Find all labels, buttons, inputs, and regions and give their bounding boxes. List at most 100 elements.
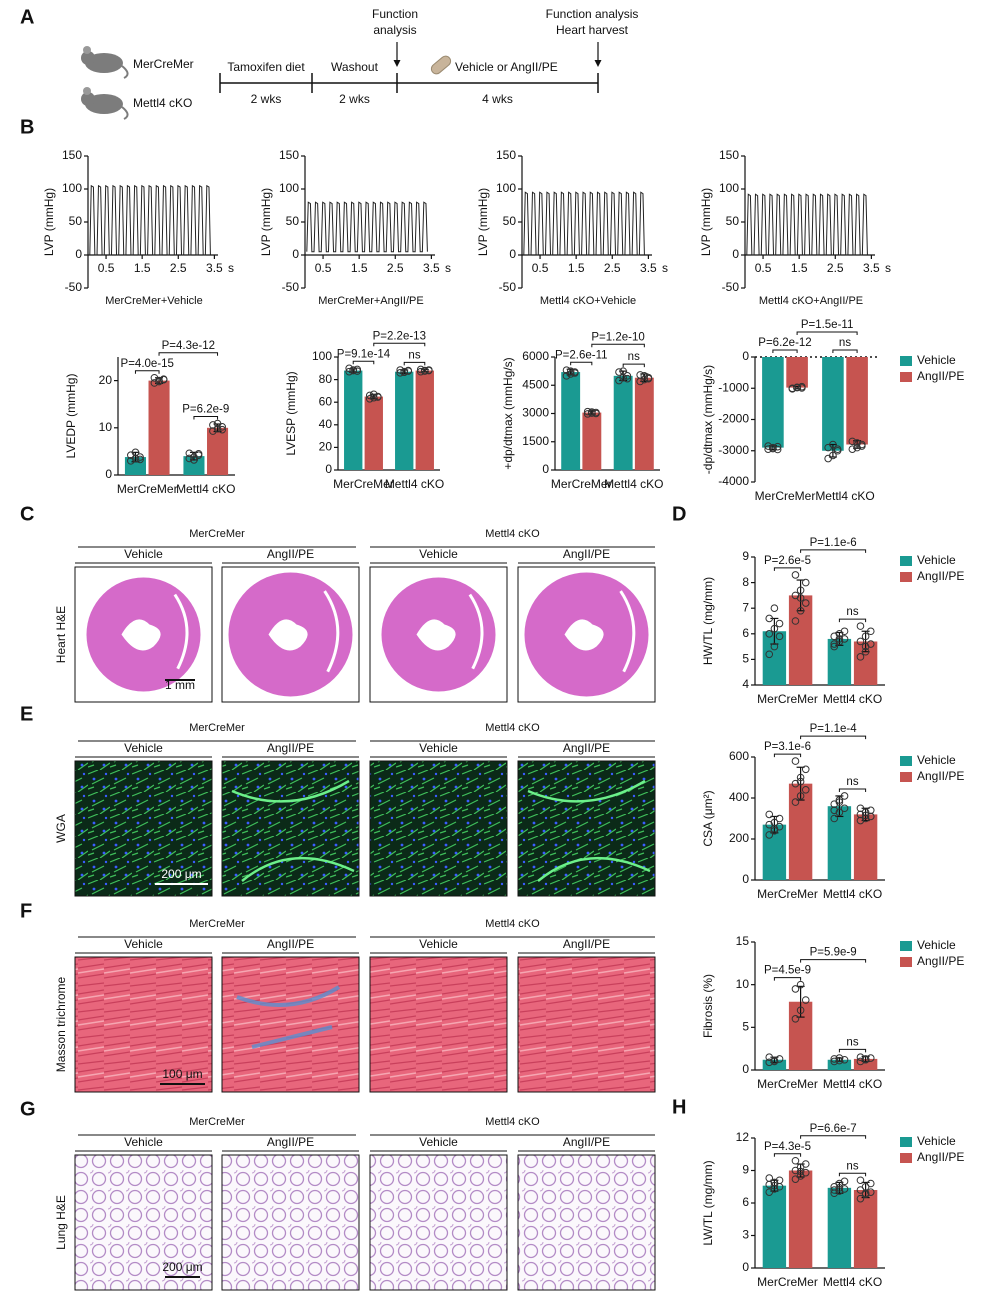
data-point xyxy=(791,798,800,806)
legend-swatch xyxy=(900,356,912,366)
data-point xyxy=(404,367,413,375)
data-point xyxy=(374,393,382,401)
pressure-trace xyxy=(306,201,428,253)
condition-label: Vehicle xyxy=(419,547,458,561)
ventricle-lumen xyxy=(416,619,456,651)
x-tick-label: 3.5 xyxy=(423,261,440,275)
legend-label: AngII/PE xyxy=(917,769,964,783)
arrow-head xyxy=(594,60,602,67)
data-point xyxy=(791,571,800,579)
x-tick-label: Mettl4 cKO xyxy=(823,692,882,706)
significance-bracket xyxy=(772,349,798,353)
x-tick-label: MerCreMer xyxy=(551,477,612,491)
y-tick-label: 150 xyxy=(62,148,82,162)
data-point xyxy=(190,456,198,464)
significance-bracket xyxy=(352,360,375,365)
condition-label: AngII/PE xyxy=(563,937,610,951)
significance-label: P=2.6e-11 xyxy=(555,349,608,361)
y-tick-label: 12 xyxy=(736,1130,750,1144)
ventricle-lumen xyxy=(564,619,604,651)
y-tick-label: 50 xyxy=(726,214,740,228)
significance-label: ns xyxy=(628,351,640,363)
data-point xyxy=(796,777,805,786)
data-point xyxy=(396,366,404,374)
significance-bracket xyxy=(193,416,219,420)
data-point xyxy=(159,375,168,384)
y-tick-label: -4000 xyxy=(718,474,749,488)
y-tick-label: 80 xyxy=(319,372,333,386)
bar xyxy=(853,641,878,685)
data-point xyxy=(131,448,140,457)
data-point xyxy=(150,379,159,387)
y-tick-label: 9 xyxy=(742,1163,749,1177)
condition-label: Vehicle xyxy=(124,741,163,755)
micrograph xyxy=(369,1154,508,1291)
panel-label: C xyxy=(20,503,34,525)
bar xyxy=(762,1185,787,1268)
phase-label: Washout xyxy=(331,60,379,74)
significance-label: ns xyxy=(846,776,858,788)
y-tick-label: 0 xyxy=(732,247,739,261)
significance-label: P=2.2e-13 xyxy=(373,330,426,342)
data-point xyxy=(791,985,800,993)
data-point xyxy=(796,606,805,615)
significance-label: P=6.2e-12 xyxy=(758,337,811,349)
significance-bracket xyxy=(158,352,219,356)
condition-label: AngII/PE xyxy=(267,1135,314,1149)
bar xyxy=(364,396,383,470)
y-tick-label: -2000 xyxy=(718,412,749,426)
data-point xyxy=(861,642,870,651)
data-point xyxy=(775,619,784,628)
trace-label: Mettl4 cKO+AngII/PE xyxy=(759,295,863,307)
data-point xyxy=(588,408,596,416)
y-tick-label: 7 xyxy=(742,600,749,614)
y-tick-label: 0 xyxy=(75,247,82,261)
y-tick-label: 150 xyxy=(719,148,739,162)
data-point xyxy=(835,808,844,817)
data-point xyxy=(796,773,805,782)
y-tick-label: 9 xyxy=(742,549,749,563)
data-point xyxy=(856,637,865,646)
y-tick-label: 150 xyxy=(496,148,516,162)
y-axis-label: LVP (mmHg) xyxy=(699,188,713,256)
data-point xyxy=(765,820,774,829)
data-point xyxy=(824,454,832,463)
significance-bracket xyxy=(838,1048,867,1053)
x-tick-label: 0.5 xyxy=(98,261,115,275)
y-tick-label: 60 xyxy=(319,394,333,408)
legend-label: AngII/PE xyxy=(917,569,964,583)
significance-label: P=6.2e-9 xyxy=(182,404,229,416)
event-label: analysis xyxy=(373,23,416,37)
y-tick-label: -50 xyxy=(282,280,300,294)
data-point xyxy=(773,442,782,451)
ventricle-lumen xyxy=(121,619,161,651)
data-point xyxy=(194,449,203,458)
x-tick-label: 1.5 xyxy=(568,261,585,275)
event-label: Heart harvest xyxy=(556,23,629,37)
trace-label: MerCreMer+AngII/PE xyxy=(318,295,423,307)
y-tick-label: 0 xyxy=(325,462,332,476)
data-point xyxy=(764,442,772,450)
y-axis-label: LVESP (mmHg) xyxy=(284,371,298,455)
y-axis-label: LW/TL (mg/mm) xyxy=(701,1160,715,1245)
significance-bracket xyxy=(796,331,858,335)
data-point xyxy=(775,1176,784,1185)
y-tick-label: 10 xyxy=(736,977,750,991)
x-tick-label: 2.5 xyxy=(387,261,404,275)
x-tick-label: 3.5 xyxy=(863,261,880,275)
y-tick-label: 3000 xyxy=(522,406,549,420)
y-tick-label: 150 xyxy=(279,148,299,162)
data-point xyxy=(636,371,644,379)
data-point xyxy=(416,365,425,374)
micrograph xyxy=(517,1154,656,1291)
scale-bar-label: 200 μm xyxy=(161,867,201,881)
significance-bracket xyxy=(800,959,867,963)
pressure-trace xyxy=(523,191,645,256)
bar xyxy=(853,1190,878,1268)
data-point xyxy=(155,377,163,386)
y-tick-label: -50 xyxy=(499,280,517,294)
condition-label: AngII/PE xyxy=(563,1135,610,1149)
x-tick-label: 2.5 xyxy=(170,261,187,275)
significance-bracket xyxy=(800,1135,867,1139)
y-tick-label: 6 xyxy=(742,1195,749,1209)
